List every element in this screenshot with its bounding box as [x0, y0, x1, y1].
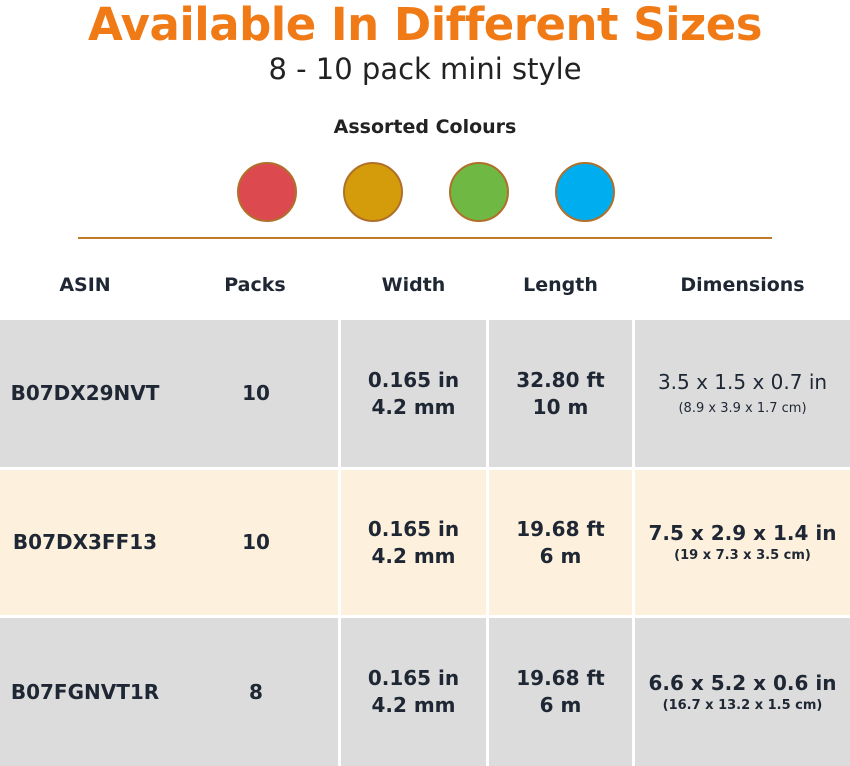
- width-mm: 4.2 mm: [371, 543, 456, 568]
- subtitle: 8 - 10 pack mini style: [268, 52, 582, 86]
- length-m: 6 m: [539, 693, 582, 717]
- dimensions-cell: 7.5 x 2.9 x 1.4 in (19 x 7.3 x 3.5 cm): [635, 470, 850, 615]
- dimensions-cm: (19 x 7.3 x 3.5 cm): [674, 548, 811, 563]
- dimensions-cm: (16.7 x 13.2 x 1.5 cm): [662, 697, 823, 713]
- header-asin: ASIN: [59, 274, 111, 296]
- length-ft: 19.68 ft: [516, 516, 605, 541]
- packs: 8: [249, 679, 263, 704]
- packs: 10: [242, 381, 270, 405]
- dimensions-cm: (8.9 x 3.9 x 1.7 cm): [678, 401, 807, 416]
- header-packs: Packs: [224, 274, 286, 296]
- header-width: Width: [381, 274, 446, 296]
- colour-swatch-red: [237, 162, 297, 222]
- length-cell: 19.68 ft 6 m: [489, 470, 632, 615]
- length-cell: 32.80 ft 10 m: [489, 320, 632, 467]
- colour-swatch-gold: [343, 162, 403, 222]
- width-in: 0.165 in: [367, 666, 460, 690]
- asin: B07FGNVT1R: [10, 679, 160, 704]
- header-length: Length: [523, 274, 598, 296]
- dimensions-in: 7.5 x 2.9 x 1.4 in: [648, 521, 837, 545]
- page-title: Available In Different Sizes: [87, 0, 763, 51]
- length-cell: 19.68 ft 6 m: [489, 618, 632, 766]
- header-dimensions: Dimensions: [680, 274, 805, 296]
- width-mm: 4.2 mm: [371, 394, 456, 419]
- dimensions-cell: 6.6 x 5.2 x 0.6 in (16.7 x 13.2 x 1.5 cm): [635, 618, 850, 766]
- colours-label: Assorted Colours: [333, 116, 517, 138]
- dimensions-cell: 3.5 x 1.5 x 0.7 in (8.9 x 3.9 x 1.7 cm): [635, 320, 850, 467]
- asin: B07DX29NVT: [10, 381, 160, 405]
- divider: [78, 237, 772, 239]
- width-in: 0.165 in: [367, 516, 460, 541]
- colour-swatch-blue: [555, 162, 615, 222]
- dimensions-in: 3.5 x 1.5 x 0.7 in: [657, 370, 828, 394]
- colour-swatch-green: [449, 162, 509, 222]
- asin-packs-cell: B07DX3FF13 10: [0, 470, 338, 615]
- width-cell: 0.165 in 4.2 mm: [341, 618, 486, 766]
- width-in: 0.165 in: [367, 367, 460, 392]
- width-cell: 0.165 in 4.2 mm: [341, 320, 486, 467]
- packs: 10: [242, 530, 270, 554]
- length-m: 6 m: [539, 543, 582, 568]
- dimensions-in: 6.6 x 5.2 x 0.6 in: [648, 670, 837, 695]
- length-m: 10 m: [532, 394, 589, 419]
- width-cell: 0.165 in 4.2 mm: [341, 470, 486, 615]
- length-ft: 19.68 ft: [516, 666, 605, 690]
- asin-packs-cell: B07DX29NVT 10: [0, 320, 338, 467]
- width-mm: 4.2 mm: [371, 693, 456, 717]
- length-ft: 32.80 ft: [516, 367, 605, 392]
- asin: B07DX3FF13: [12, 530, 158, 554]
- asin-packs-cell: B07FGNVT1R 8: [0, 618, 338, 766]
